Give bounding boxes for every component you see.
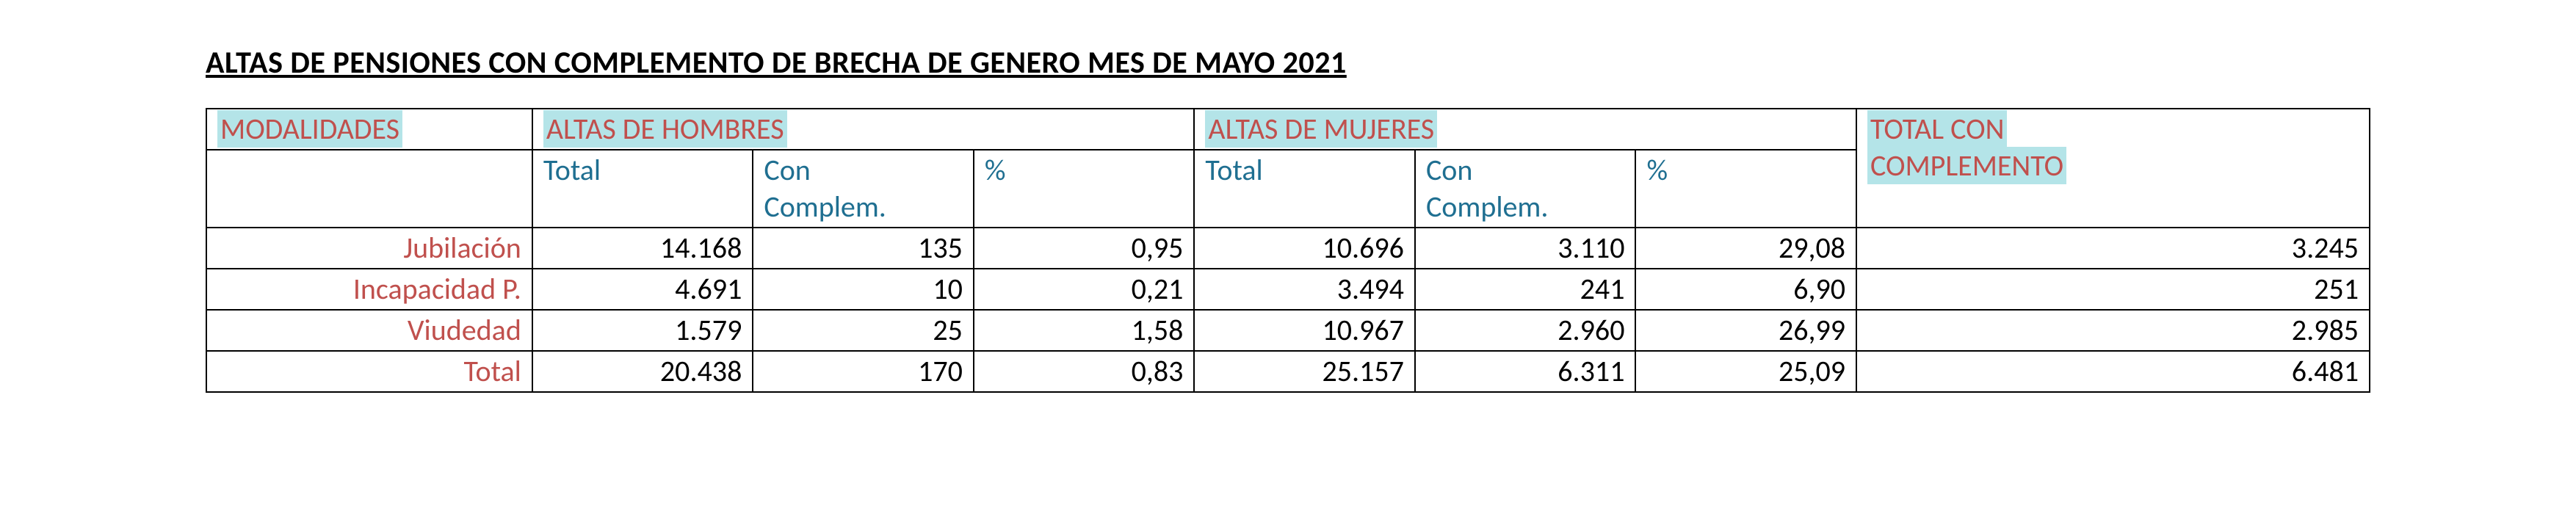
cell-m-complem: 6.311 <box>1415 351 1636 392</box>
header-altas-hombres-label: ALTAS DE HOMBRES <box>543 110 787 148</box>
cell-m-pct: 29,08 <box>1635 228 1856 269</box>
cell-m-total: 3.494 <box>1194 269 1415 310</box>
header-altas-hombres: ALTAS DE HOMBRES <box>532 109 1195 150</box>
subheader-h-complem: Con Complem. <box>753 150 974 228</box>
cell-h-total: 4.691 <box>532 269 753 310</box>
subheader-m-complem-l2: Complem. <box>1426 189 1549 225</box>
subheader-h-complem-l2: Complem. <box>764 189 886 225</box>
table-header-row: MODALIDADES ALTAS DE HOMBRES ALTAS DE MU… <box>206 109 2370 150</box>
cell-total: 251 <box>1856 269 2370 310</box>
cell-m-total: 10.967 <box>1194 310 1415 351</box>
subheader-blank <box>206 150 532 228</box>
cell-m-pct: 26,99 <box>1635 310 1856 351</box>
row-label: Viudedad <box>206 310 532 351</box>
header-total-complemento: TOTAL CON COMPLEMENTO <box>1856 109 2370 228</box>
header-altas-mujeres: ALTAS DE MUJERES <box>1194 109 1856 150</box>
subheader-h-complem-l1: Con <box>764 152 810 188</box>
cell-m-pct: 25,09 <box>1635 351 1856 392</box>
subheader-m-pct: % <box>1635 150 1856 228</box>
cell-h-pct: 0,95 <box>974 228 1195 269</box>
cell-h-pct: 0,21 <box>974 269 1195 310</box>
cell-h-pct: 0,83 <box>974 351 1195 392</box>
cell-m-pct: 6,90 <box>1635 269 1856 310</box>
subheader-m-complem: Con Complem. <box>1415 150 1636 228</box>
cell-total: 6.481 <box>1856 351 2370 392</box>
cell-m-complem: 3.110 <box>1415 228 1636 269</box>
header-total-complemento-l1: TOTAL CON <box>1867 110 2007 148</box>
table-row: Viudedad 1.579 25 1,58 10.967 2.960 26,9… <box>206 310 2370 351</box>
row-label: Incapacidad P. <box>206 269 532 310</box>
page-title: ALTAS DE PENSIONES CON COMPLEMENTO DE BR… <box>206 44 2370 81</box>
cell-h-complem: 170 <box>753 351 974 392</box>
cell-m-total: 25.157 <box>1194 351 1415 392</box>
cell-h-pct: 1,58 <box>974 310 1195 351</box>
cell-total: 2.985 <box>1856 310 2370 351</box>
cell-total: 3.245 <box>1856 228 2370 269</box>
cell-h-complem: 25 <box>753 310 974 351</box>
table-row: Incapacidad P. 4.691 10 0,21 3.494 241 6… <box>206 269 2370 310</box>
cell-m-complem: 2.960 <box>1415 310 1636 351</box>
cell-h-total: 14.168 <box>532 228 753 269</box>
row-label: Total <box>206 351 532 392</box>
header-modalidades: MODALIDADES <box>206 109 532 150</box>
cell-h-complem: 135 <box>753 228 974 269</box>
table-row: Total 20.438 170 0,83 25.157 6.311 25,09… <box>206 351 2370 392</box>
subheader-h-pct: % <box>974 150 1195 228</box>
cell-m-complem: 241 <box>1415 269 1636 310</box>
header-total-complemento-l2: COMPLEMENTO <box>1867 147 2066 184</box>
cell-m-total: 10.696 <box>1194 228 1415 269</box>
cell-h-total: 20.438 <box>532 351 753 392</box>
header-modalidades-label: MODALIDADES <box>217 110 402 148</box>
cell-h-complem: 10 <box>753 269 974 310</box>
subheader-m-complem-l1: Con <box>1426 152 1472 188</box>
table-row: Jubilación 14.168 135 0,95 10.696 3.110 … <box>206 228 2370 269</box>
pensions-table: MODALIDADES ALTAS DE HOMBRES ALTAS DE MU… <box>206 108 2370 393</box>
cell-h-total: 1.579 <box>532 310 753 351</box>
subheader-h-total: Total <box>532 150 753 228</box>
subheader-m-total: Total <box>1194 150 1415 228</box>
header-altas-mujeres-label: ALTAS DE MUJERES <box>1205 110 1437 148</box>
row-label: Jubilación <box>206 228 532 269</box>
